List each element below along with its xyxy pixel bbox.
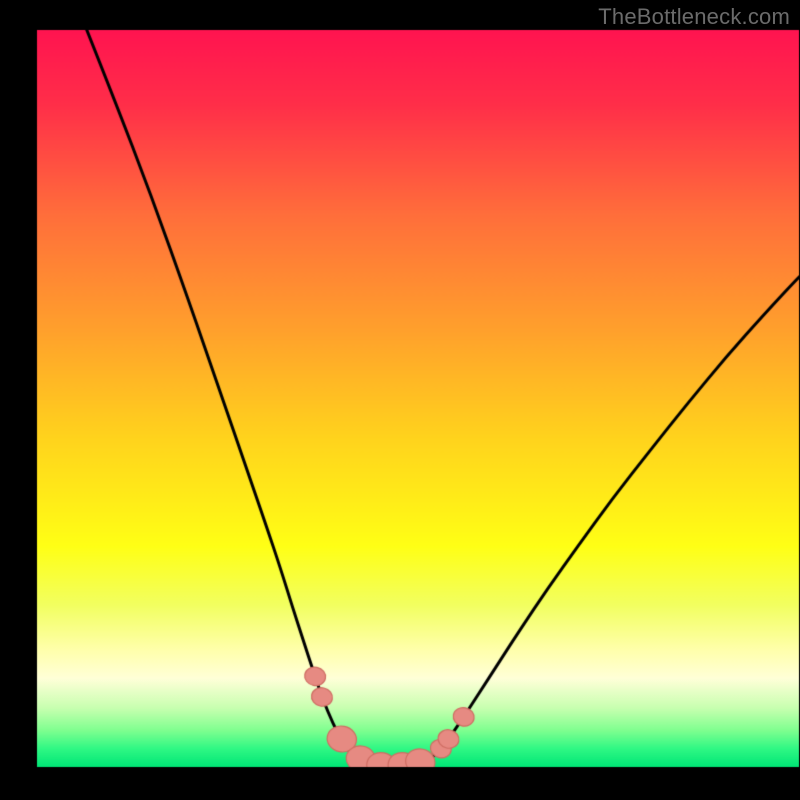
bottleneck-curve-plot: [0, 0, 800, 800]
watermark-label: TheBottleneck.com: [598, 4, 790, 30]
chart-container: TheBottleneck.com: [0, 0, 800, 800]
